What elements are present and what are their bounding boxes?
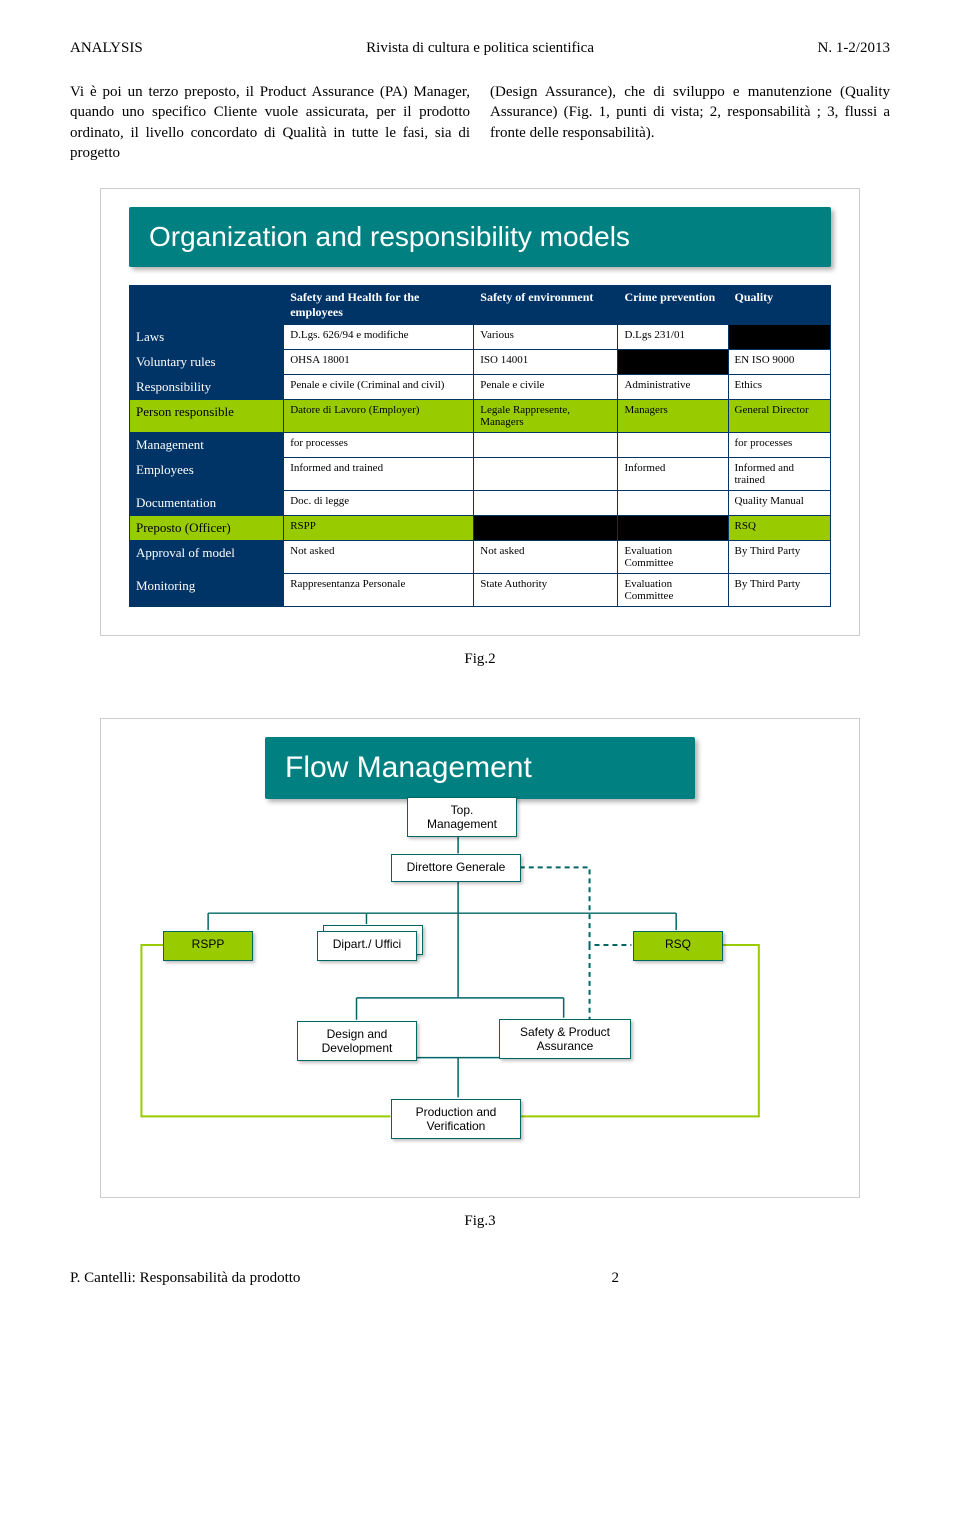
table-cell bbox=[618, 516, 728, 541]
org-table-slide: Organization and responsibility models S… bbox=[100, 188, 860, 636]
header-right: N. 1-2/2013 bbox=[817, 40, 890, 57]
table-cell: D.Lgs. 626/94 e modifiche bbox=[284, 325, 474, 350]
table-row-label: Documentation bbox=[130, 491, 284, 516]
table-cell: Administrative bbox=[618, 375, 728, 400]
table-cell: ISO 14001 bbox=[474, 350, 618, 375]
table-cell: Evaluation Committee bbox=[618, 541, 728, 574]
flow-node-pv: Production and Verification bbox=[391, 1099, 521, 1139]
flow-node-top: Top. Management bbox=[407, 797, 517, 837]
footer-left: P. Cantelli: Responsabilità da prodotto bbox=[70, 1270, 300, 1287]
table-cell: Penale e civile bbox=[474, 375, 618, 400]
page-header: ANALYSIS Rivista di cultura e politica s… bbox=[70, 40, 890, 57]
table-cell: Doc. di legge bbox=[284, 491, 474, 516]
table-cell: Evaluation Committee bbox=[618, 574, 728, 607]
table-row-label: Laws bbox=[130, 325, 284, 350]
flow-node-dg: Direttore Generale bbox=[391, 854, 521, 882]
table-row-label: Person responsible bbox=[130, 400, 284, 433]
table-cell bbox=[618, 433, 728, 458]
footer-page: 2 bbox=[611, 1270, 619, 1287]
table-header: Safety of environment bbox=[474, 286, 618, 325]
para-left: Vi è poi un terzo preposto, il Product A… bbox=[70, 82, 470, 163]
table-cell bbox=[474, 516, 618, 541]
table-header: Quality bbox=[728, 286, 831, 325]
table-row-label: Management bbox=[130, 433, 284, 458]
table-cell: Datore di Lavoro (Employer) bbox=[284, 400, 474, 433]
table-cell: By Third Party bbox=[728, 574, 831, 607]
table-row-label: Responsibility bbox=[130, 375, 284, 400]
table-cell: Managers bbox=[618, 400, 728, 433]
table-cell: Rappresentanza Personale bbox=[284, 574, 474, 607]
table-row-label: Preposto (Officer) bbox=[130, 516, 284, 541]
table-header: Safety and Health for the employees bbox=[284, 286, 474, 325]
table-row-label: Employees bbox=[130, 458, 284, 491]
flow-node-rspp: RSPP bbox=[163, 931, 253, 961]
header-left: ANALYSIS bbox=[70, 40, 143, 57]
table-cell: Various bbox=[474, 325, 618, 350]
body-text-columns: Vi è poi un terzo preposto, il Product A… bbox=[70, 82, 890, 163]
flow-node-dipart: Dipart./ Uffici bbox=[317, 931, 417, 961]
table-cell: Quality Manual bbox=[728, 491, 831, 516]
table-row-label: Monitoring bbox=[130, 574, 284, 607]
table-cell bbox=[474, 458, 618, 491]
para-right: (Design Assurance), che di sviluppo e ma… bbox=[490, 82, 890, 163]
table-cell: Informed and trained bbox=[728, 458, 831, 491]
table-cell: State Authority bbox=[474, 574, 618, 607]
table-cell: Informed bbox=[618, 458, 728, 491]
table-row-label: Voluntary rules bbox=[130, 350, 284, 375]
table-cell: General Director bbox=[728, 400, 831, 433]
table-cell: OHSA 18001 bbox=[284, 350, 474, 375]
table-cell: Not asked bbox=[284, 541, 474, 574]
table-header: Crime prevention bbox=[618, 286, 728, 325]
org-table: Safety and Health for the employeesSafet… bbox=[129, 285, 831, 607]
org-table-title: Organization and responsibility models bbox=[129, 207, 831, 267]
table-cell: Legale Rappresente, Managers bbox=[474, 400, 618, 433]
table-cell: RSPP bbox=[284, 516, 474, 541]
table-cell bbox=[474, 433, 618, 458]
table-row-label: Approval of model bbox=[130, 541, 284, 574]
table-cell: for processes bbox=[728, 433, 831, 458]
table-cell: By Third Party bbox=[728, 541, 831, 574]
table-cell: Not asked bbox=[474, 541, 618, 574]
table-cell bbox=[618, 491, 728, 516]
flow-title: Flow Management bbox=[265, 737, 695, 799]
flow-node-rsq: RSQ bbox=[633, 931, 723, 961]
flow-node-dd: Design and Development bbox=[297, 1021, 417, 1061]
table-header bbox=[130, 286, 284, 325]
flow-node-spa: Safety & Product Assurance bbox=[499, 1019, 631, 1059]
table-cell bbox=[728, 325, 831, 350]
fig2-label: Fig.2 bbox=[70, 651, 890, 668]
header-center: Rivista di cultura e politica scientific… bbox=[366, 40, 594, 57]
table-cell: Ethics bbox=[728, 375, 831, 400]
table-cell: Informed and trained bbox=[284, 458, 474, 491]
table-cell: Penale e civile (Criminal and civil) bbox=[284, 375, 474, 400]
table-cell bbox=[474, 491, 618, 516]
table-cell: RSQ bbox=[728, 516, 831, 541]
table-cell: for processes bbox=[284, 433, 474, 458]
table-cell bbox=[618, 350, 728, 375]
page-footer: P. Cantelli: Responsabilità da prodotto … bbox=[70, 1270, 890, 1287]
flow-slide: Flow Management Top. Management Direttore… bbox=[100, 718, 860, 1198]
table-cell: D.Lgs 231/01 bbox=[618, 325, 728, 350]
fig3-label: Fig.3 bbox=[70, 1213, 890, 1230]
table-cell: EN ISO 9000 bbox=[728, 350, 831, 375]
